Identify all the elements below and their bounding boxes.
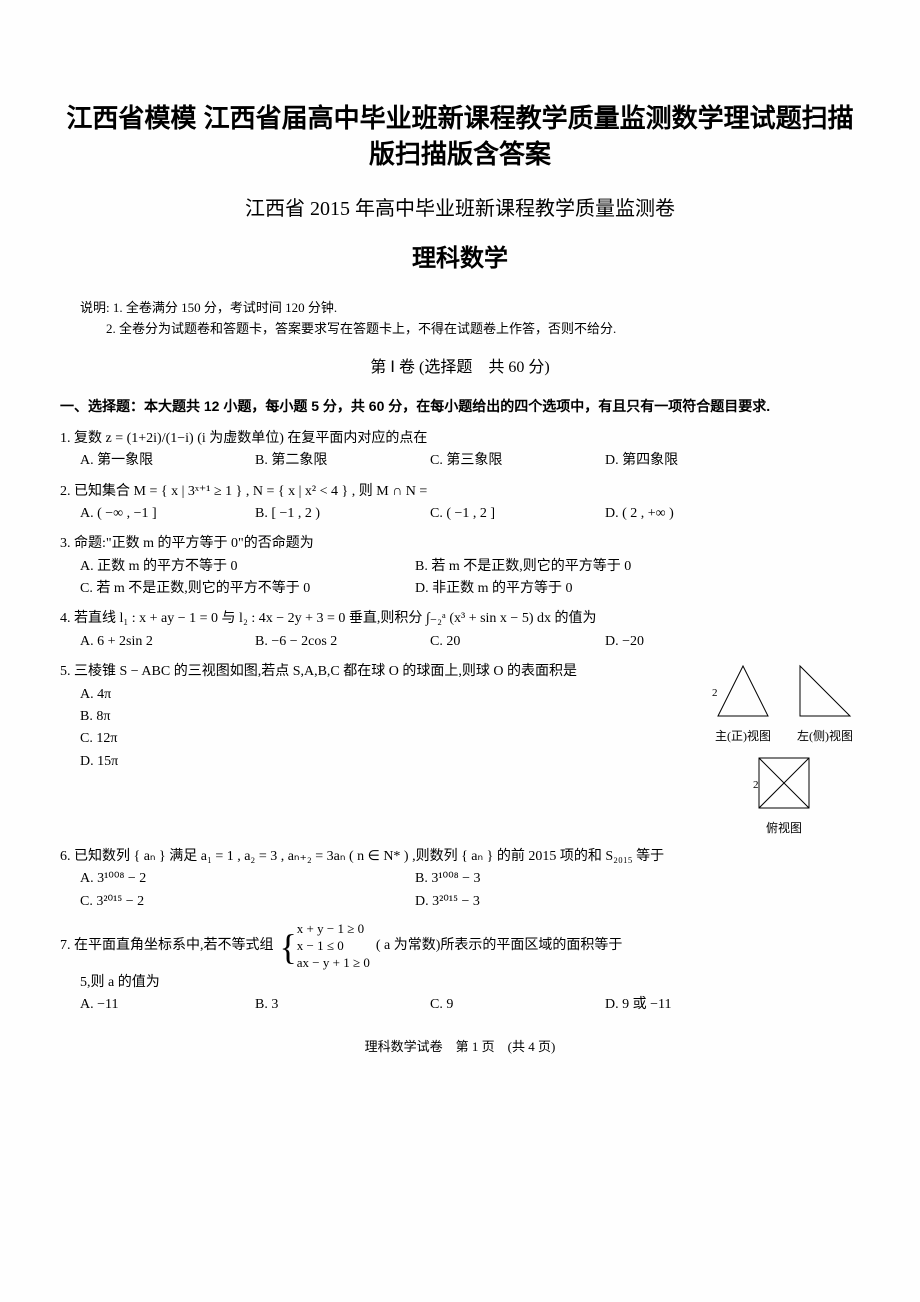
intro-block: 说明: 1. 全卷满分 150 分，考试时间 120 分钟. 2. 全卷分为试题… bbox=[80, 298, 840, 340]
q5-opt-b: B. 8π bbox=[80, 709, 110, 724]
q5-opt-a: A. 4π bbox=[80, 687, 111, 702]
subject: 理科数学 bbox=[60, 240, 860, 278]
q6-opt-d: D. 3²⁰¹⁵ − 3 bbox=[415, 891, 735, 913]
page-footer: 理科数学试卷 第 1 页 (共 4 页) bbox=[60, 1037, 860, 1058]
q7-opt-c: C. 9 bbox=[430, 994, 590, 1016]
q7-opt-b: B. 3 bbox=[255, 994, 415, 1016]
q5-figures: 2 主(正)视图 左(侧)视图 bbox=[708, 661, 860, 838]
q2-opt-d: D. ( 2 , +∞ ) bbox=[605, 503, 765, 525]
q6-opt-c: C. 3²⁰¹⁵ − 2 bbox=[80, 891, 400, 913]
q3-text: 3. 命题:"正数 m 的平方等于 0"的否命题为 bbox=[60, 533, 860, 555]
q1-opt-a: A. 第一象限 bbox=[80, 450, 240, 472]
q1-opt-d: D. 第四象限 bbox=[605, 450, 765, 472]
intro-label: 说明: bbox=[80, 300, 110, 315]
front-view-label: 主(正)视图 bbox=[708, 727, 778, 746]
q2-opt-b: B. [ −1 , 2 ) bbox=[255, 503, 415, 525]
q1-opt-c: C. 第三象限 bbox=[430, 450, 590, 472]
question-6: 6. 已知数列 { aₙ } 满足 a₁ = 1 , a₂ = 3 , aₙ₊₂… bbox=[60, 846, 860, 913]
q7-sys-2: x − 1 ≤ 0 bbox=[297, 938, 344, 953]
q7-text-b: ( a 为常数)所表示的平面区域的面积等于 bbox=[376, 935, 623, 957]
question-4: 4. 若直线 l₁ : x + ay − 1 = 0 与 l₂ : 4x − 2… bbox=[60, 608, 860, 653]
question-3: 3. 命题:"正数 m 的平方等于 0"的否命题为 A. 正数 m 的平方不等于… bbox=[60, 533, 860, 600]
q4-opt-c: C. 20 bbox=[430, 631, 590, 653]
question-5: 5. 三棱锥 S − ABC 的三视图如图,若点 S,A,B,C 都在球 O 的… bbox=[60, 661, 860, 838]
q2-opt-a: A. ( −∞ , −1 ] bbox=[80, 503, 240, 525]
front-view-icon: 2 bbox=[708, 661, 778, 721]
q5-opt-c: C. 12π bbox=[80, 731, 117, 746]
dim-label: 2 bbox=[779, 812, 785, 813]
question-7: 7. 在平面直角坐标系中,若不等式组 { x + y − 1 ≥ 0 x − 1… bbox=[60, 921, 860, 1016]
q7-opt-a: A. −11 bbox=[80, 994, 240, 1016]
q3-opt-c: C. 若 m 不是正数,则它的平方不等于 0 bbox=[80, 578, 400, 600]
dim-label: 2 bbox=[712, 687, 718, 699]
side-view-label: 左(侧)视图 bbox=[790, 727, 860, 746]
instructions: 一、选择题：本大题共 12 小题，每小题 5 分，共 60 分，在每小题给出的四… bbox=[60, 395, 860, 417]
q7-text-a: 7. 在平面直角坐标系中,若不等式组 bbox=[60, 935, 274, 957]
question-2: 2. 已知集合 M = { x | 3ˣ⁺¹ ≥ 1 } , N = { x |… bbox=[60, 481, 860, 526]
q1-text: 1. 复数 z = (1+2i)/(1−i) (i 为虚数单位) 在复平面内对应… bbox=[60, 428, 860, 450]
q6-text: 6. 已知数列 { aₙ } 满足 a₁ = 1 , a₂ = 3 , aₙ₊₂… bbox=[60, 846, 860, 868]
q5-opt-d: D. 15π bbox=[80, 754, 118, 769]
top-view-icon: 2 2 bbox=[749, 753, 819, 813]
doc-title: 江西省模模 江西省届高中毕业班新课程教学质量监测数学理试题扫描版扫描版含答案 bbox=[60, 100, 860, 173]
top-view-label: 俯视图 bbox=[708, 819, 860, 838]
q3-opt-d: D. 非正数 m 的平方等于 0 bbox=[415, 578, 735, 600]
q5-text: 5. 三棱锥 S − ABC 的三视图如图,若点 S,A,B,C 都在球 O 的… bbox=[60, 661, 708, 683]
exam-title: 江西省 2015 年高中毕业班新课程教学质量监测卷 bbox=[60, 193, 860, 225]
q6-opt-a: A. 3¹⁰⁰⁸ − 2 bbox=[80, 868, 400, 890]
question-1: 1. 复数 z = (1+2i)/(1−i) (i 为虚数单位) 在复平面内对应… bbox=[60, 428, 860, 473]
q7-opt-d: D. 9 或 −11 bbox=[605, 994, 765, 1016]
q6-opt-b: B. 3¹⁰⁰⁸ − 3 bbox=[415, 868, 735, 890]
side-view-icon bbox=[790, 661, 860, 721]
intro-line-2: 2. 全卷分为试题卷和答题卡，答案要求写在答题卡上，不得在试题卷上作答，否则不给… bbox=[106, 321, 616, 336]
q2-opt-c: C. ( −1 , 2 ] bbox=[430, 503, 590, 525]
q1-opt-b: B. 第二象限 bbox=[255, 450, 415, 472]
q4-text: 4. 若直线 l₁ : x + ay − 1 = 0 与 l₂ : 4x − 2… bbox=[60, 608, 860, 630]
q4-opt-d: D. −20 bbox=[605, 631, 765, 653]
q3-opt-a: A. 正数 m 的平方不等于 0 bbox=[80, 556, 400, 578]
q3-opt-b: B. 若 m 不是正数,则它的平方等于 0 bbox=[415, 556, 735, 578]
q2-text: 2. 已知集合 M = { x | 3ˣ⁺¹ ≥ 1 } , N = { x |… bbox=[60, 481, 860, 503]
q4-opt-a: A. 6 + 2sin 2 bbox=[80, 631, 240, 653]
intro-line-1: 1. 全卷满分 150 分，考试时间 120 分钟. bbox=[113, 300, 337, 315]
q7-sys-1: x + y − 1 ≥ 0 bbox=[297, 921, 364, 936]
q7-text-c: 5,则 a 的值为 bbox=[80, 972, 860, 994]
q7-sys-3: ax − y + 1 ≥ 0 bbox=[297, 955, 370, 970]
dim-label: 2 bbox=[753, 779, 759, 791]
q4-opt-b: B. −6 − 2cos 2 bbox=[255, 631, 415, 653]
section-title: 第 Ⅰ 卷 (选择题 共 60 分) bbox=[60, 355, 860, 381]
